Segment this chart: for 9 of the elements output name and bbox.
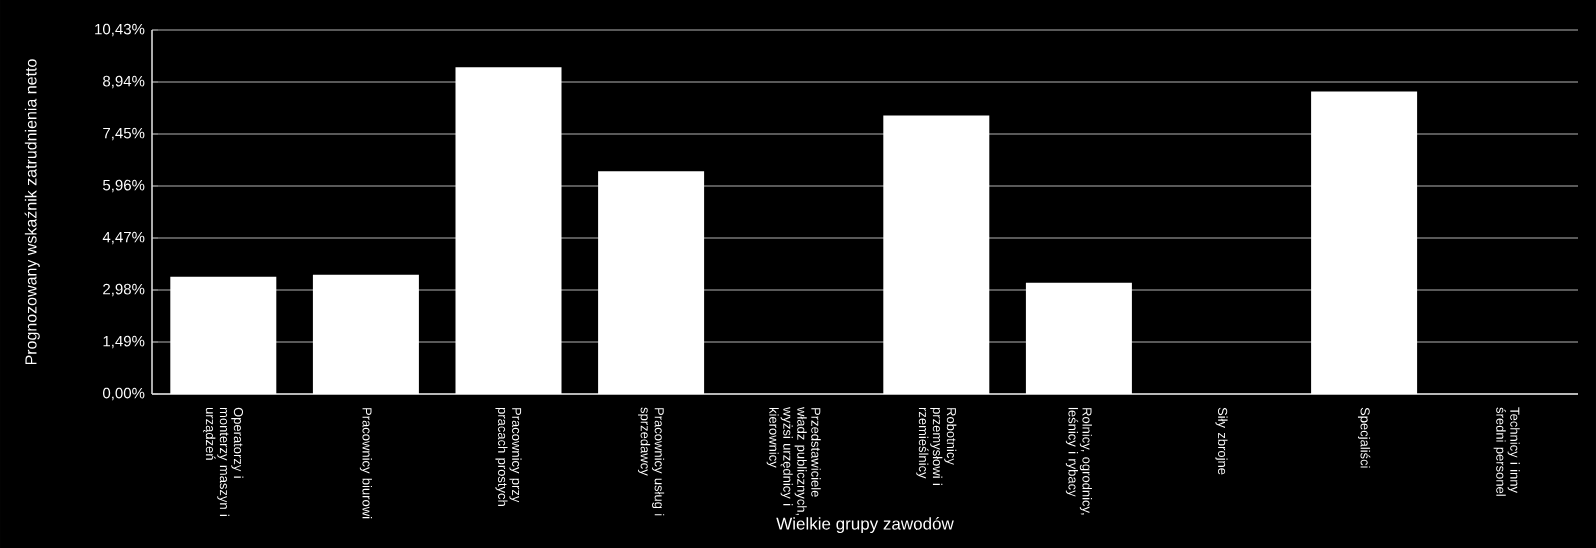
bar (1311, 91, 1418, 395)
bar (598, 171, 705, 395)
bar (883, 115, 990, 395)
bar (170, 276, 277, 395)
x-axis-title: Wielkie grupy zawodów (776, 517, 954, 534)
bar (1025, 282, 1132, 395)
y-axis-title: Prognozowany wskaźnik zatrudnienia netto (24, 59, 40, 365)
bar (455, 67, 562, 395)
bar (312, 274, 419, 395)
